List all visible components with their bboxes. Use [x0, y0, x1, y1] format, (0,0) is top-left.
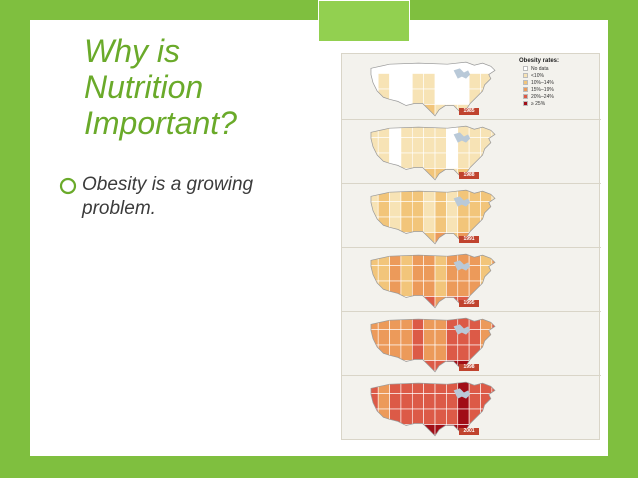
map-panel-1991: 1991 [342, 184, 601, 247]
legend-swatch-2 [523, 80, 528, 85]
legend-label-4: 20%–24% [531, 93, 554, 100]
us-map-1998 [370, 317, 496, 373]
year-label-1998: 1998 [459, 364, 479, 371]
map-panel-1988: 1988 [342, 120, 601, 183]
legend-label-1: <10% [531, 72, 544, 79]
us-map-1988 [370, 125, 496, 181]
legend-row-3: 15%–19% [523, 86, 599, 93]
legend-swatch-1 [523, 73, 528, 78]
panel-divider [342, 247, 601, 248]
legend-label-5: ≥ 25% [531, 100, 546, 107]
map-panel-1998: 1998 [342, 312, 601, 375]
map-panel-2001: 2001 [342, 376, 601, 439]
map-panel-1985: 1985 [342, 56, 601, 119]
title-line-1: Why is [84, 33, 180, 69]
year-label-1995: 1995 [459, 300, 479, 307]
obesity-maps-figure: Obesity rates: No data <10% 10%–14% 15%–… [341, 53, 601, 440]
legend-row-1: <10% [523, 72, 599, 79]
legend-label-2: 10%–14% [531, 79, 554, 86]
map-panel-1995: 1995 [342, 248, 601, 311]
legend-label-0: No data [531, 65, 549, 72]
year-label-1991: 1991 [459, 236, 479, 243]
panel-divider [342, 375, 601, 376]
year-label-2001: 2001 [459, 428, 479, 435]
year-label-1985: 1985 [459, 108, 479, 115]
legend-swatch-3 [523, 87, 528, 92]
legend-row-5: ≥ 25% [523, 100, 599, 107]
legend-swatch-5 [523, 101, 528, 106]
us-map-1985 [370, 61, 496, 117]
year-label-1988: 1988 [459, 172, 479, 179]
decorative-tab [318, 0, 410, 42]
circle-bullet-icon [59, 177, 77, 195]
legend-title: Obesity rates: [519, 58, 560, 64]
legend-row-2: 10%–14% [523, 79, 599, 86]
panel-divider [342, 119, 601, 120]
legend-row-0: No data [523, 65, 599, 72]
panel-divider [342, 183, 601, 184]
bullet-text: Obesity is a growing problem. [82, 174, 254, 219]
obesity-legend: Obesity rates: No data <10% 10%–14% 15%–… [519, 58, 599, 107]
panel-divider [342, 311, 601, 312]
legend-swatch-0 [523, 66, 528, 71]
legend-label-3: 15%–19% [531, 86, 554, 93]
us-map-1991 [370, 189, 496, 245]
legend-row-4: 20%–24% [523, 93, 599, 100]
us-map-2001 [370, 381, 496, 437]
us-map-1995 [370, 253, 496, 309]
title-line-3: Important? [84, 105, 237, 141]
title-line-2: Nutrition [84, 69, 204, 105]
slide-title: Why is Nutrition Important? [84, 33, 314, 141]
legend-swatch-4 [523, 94, 528, 99]
